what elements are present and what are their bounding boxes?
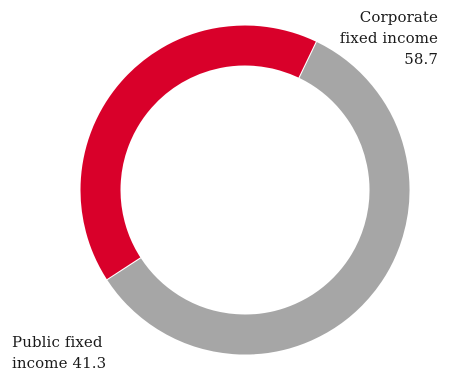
slice-label-public-value: income 41.3 xyxy=(12,354,107,372)
slice-label-corporate-value: 58.7 xyxy=(404,50,438,68)
slice-label-corporate-line-1: Corporate xyxy=(359,8,438,26)
slice-label-corporate-line-2: fixed income xyxy=(339,29,438,47)
donut-slice-public xyxy=(79,24,318,281)
donut-slice-corporate xyxy=(105,40,411,356)
slice-label-corporate: Corporate fixed income 58.7 xyxy=(340,7,438,70)
slice-label-public-line-1: Public fixed xyxy=(12,333,103,351)
slice-label-public: Public fixed income 41.3 xyxy=(12,332,106,374)
donut-slices xyxy=(79,24,411,356)
